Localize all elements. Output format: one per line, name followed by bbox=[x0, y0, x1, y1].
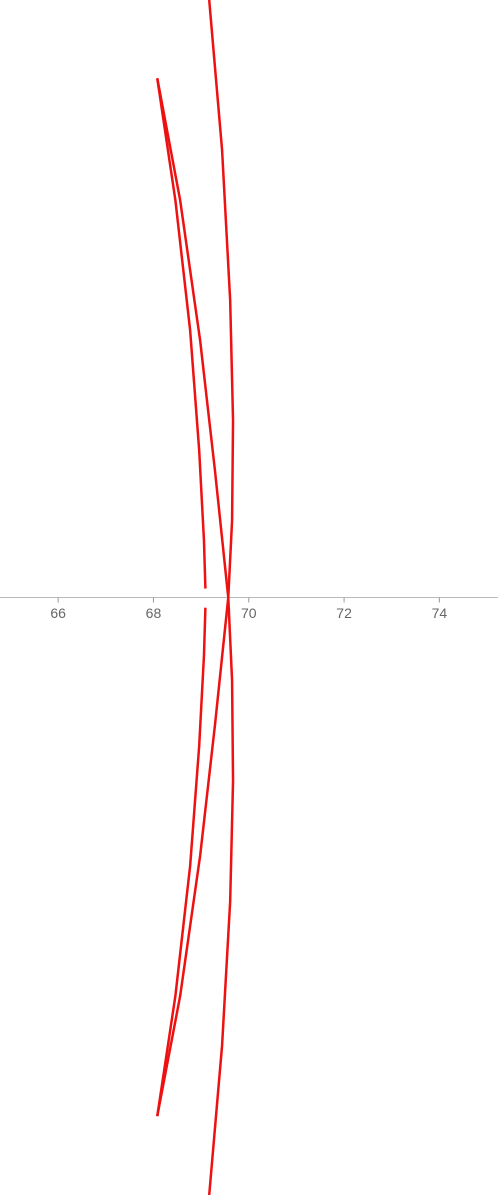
x-tick-label: 66 bbox=[50, 605, 66, 621]
x-tick-label: 72 bbox=[336, 605, 352, 621]
x-tick-label: 70 bbox=[241, 605, 257, 621]
x-tick-label: 74 bbox=[432, 605, 448, 621]
curve bbox=[156, 78, 230, 1117]
x-tick-label: 68 bbox=[146, 605, 162, 621]
curve bbox=[156, 78, 207, 1117]
